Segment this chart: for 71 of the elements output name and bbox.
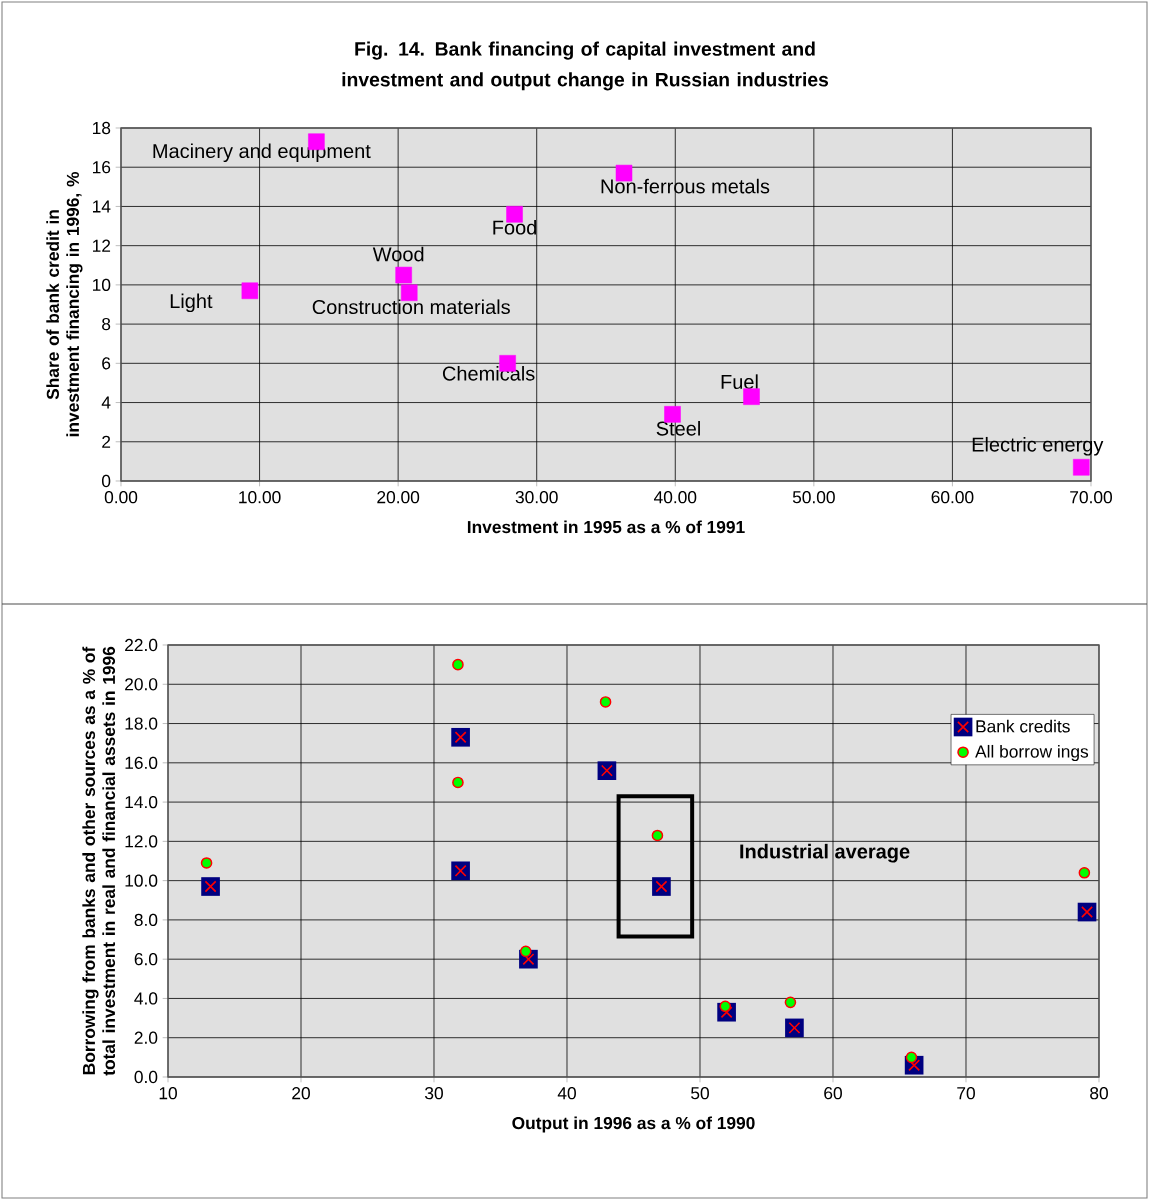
y-tick-label: 12 <box>92 239 111 252</box>
point <box>905 1051 918 1064</box>
legend-label: All borrow ings <box>975 744 1089 762</box>
annotation: Light <box>170 293 213 313</box>
x-tick-label: 60.00 <box>931 491 974 504</box>
point <box>597 761 617 780</box>
point <box>395 266 412 284</box>
point <box>200 857 213 869</box>
x-tick-label: 10 <box>159 1087 177 1100</box>
x-tick-label: 30 <box>425 1087 443 1100</box>
y-tick-label: 0.0 <box>134 1070 158 1084</box>
x-tick-label: 50 <box>691 1087 709 1100</box>
legend-label: Bank credits <box>976 719 1070 733</box>
y-tick-label: 2 <box>102 435 111 448</box>
y-tick-label: 8.0 <box>134 913 158 927</box>
x-axis-title: Investment in 1995 as a % of 1991 <box>467 520 745 534</box>
x-tick-label: 0.00 <box>104 491 138 504</box>
x-tick-label: 70.00 <box>1070 491 1112 504</box>
chart-title: Fig. 14. Bank financing of capital investment and investment and output change in Russian industries <box>342 41 829 91</box>
x-axis-title: Output in 1996 as a % of 1990 <box>512 1116 755 1133</box>
y-tick-label: 10.0 <box>125 874 158 887</box>
point <box>519 945 532 958</box>
annotation: Food <box>493 219 537 235</box>
y-tick-label: 12.0 <box>125 835 158 848</box>
y-tick-label: 22.0 <box>125 638 158 652</box>
annotation: Construction materials <box>312 299 510 315</box>
y-tick-label: 16 <box>92 161 111 174</box>
y-tick-label: 8 <box>102 317 111 331</box>
y-tick-label: 4 <box>101 396 111 409</box>
x-tick-label: 40.00 <box>653 491 697 504</box>
x-tick-label: 60 <box>824 1087 842 1100</box>
point <box>452 776 464 789</box>
y-axis-title: Share of bank credit in investment financing in 1996, % <box>46 172 83 437</box>
y-tick-label: 4.0 <box>134 992 158 1005</box>
y-tick-label: 6.0 <box>134 953 158 966</box>
point <box>599 696 612 708</box>
y-tick-label: 18.0 <box>125 717 158 730</box>
y-tick-label: 0 <box>101 474 111 488</box>
y-axis-title: Borrowing from banks and other sources as a % of total investment in real and financial assets in 1996 <box>82 646 116 1076</box>
annotation: Chemicals <box>442 365 535 381</box>
x-tick-label: 50.00 <box>792 491 835 504</box>
y-tick-label: 6 <box>102 357 111 370</box>
x-tick-label: 20 <box>292 1087 310 1100</box>
y-tick-label: 2.0 <box>134 1031 158 1044</box>
point <box>1077 902 1097 922</box>
point <box>651 829 664 842</box>
y-tick-label: 18 <box>92 121 111 135</box>
y-tick-label: 14 <box>92 200 111 213</box>
point <box>743 388 760 405</box>
x-tick-label: 30.00 <box>515 491 558 504</box>
y-tick-label: 16.0 <box>125 756 158 769</box>
x-tick-label: 70 <box>957 1087 975 1100</box>
y-tick-label: 10 <box>92 278 111 292</box>
x-tick-label: 10.00 <box>239 491 281 504</box>
y-tick-label: 14.0 <box>125 795 158 809</box>
x-tick-label: 20.00 <box>377 491 420 504</box>
point <box>785 1018 804 1038</box>
x-tick-label: 80 <box>1090 1087 1108 1100</box>
annotation: Industrial average <box>740 843 910 863</box>
point <box>1078 866 1091 879</box>
point <box>784 996 797 1009</box>
point <box>451 861 470 881</box>
annotation: Wood <box>372 246 424 262</box>
point <box>241 282 259 300</box>
point <box>1073 459 1090 476</box>
point <box>452 658 464 671</box>
point <box>719 1000 732 1013</box>
annotation: Fuel <box>721 374 758 389</box>
y-tick-label: 20.0 <box>125 678 158 691</box>
point <box>451 727 470 747</box>
x-tick-label: 40 <box>557 1087 576 1100</box>
